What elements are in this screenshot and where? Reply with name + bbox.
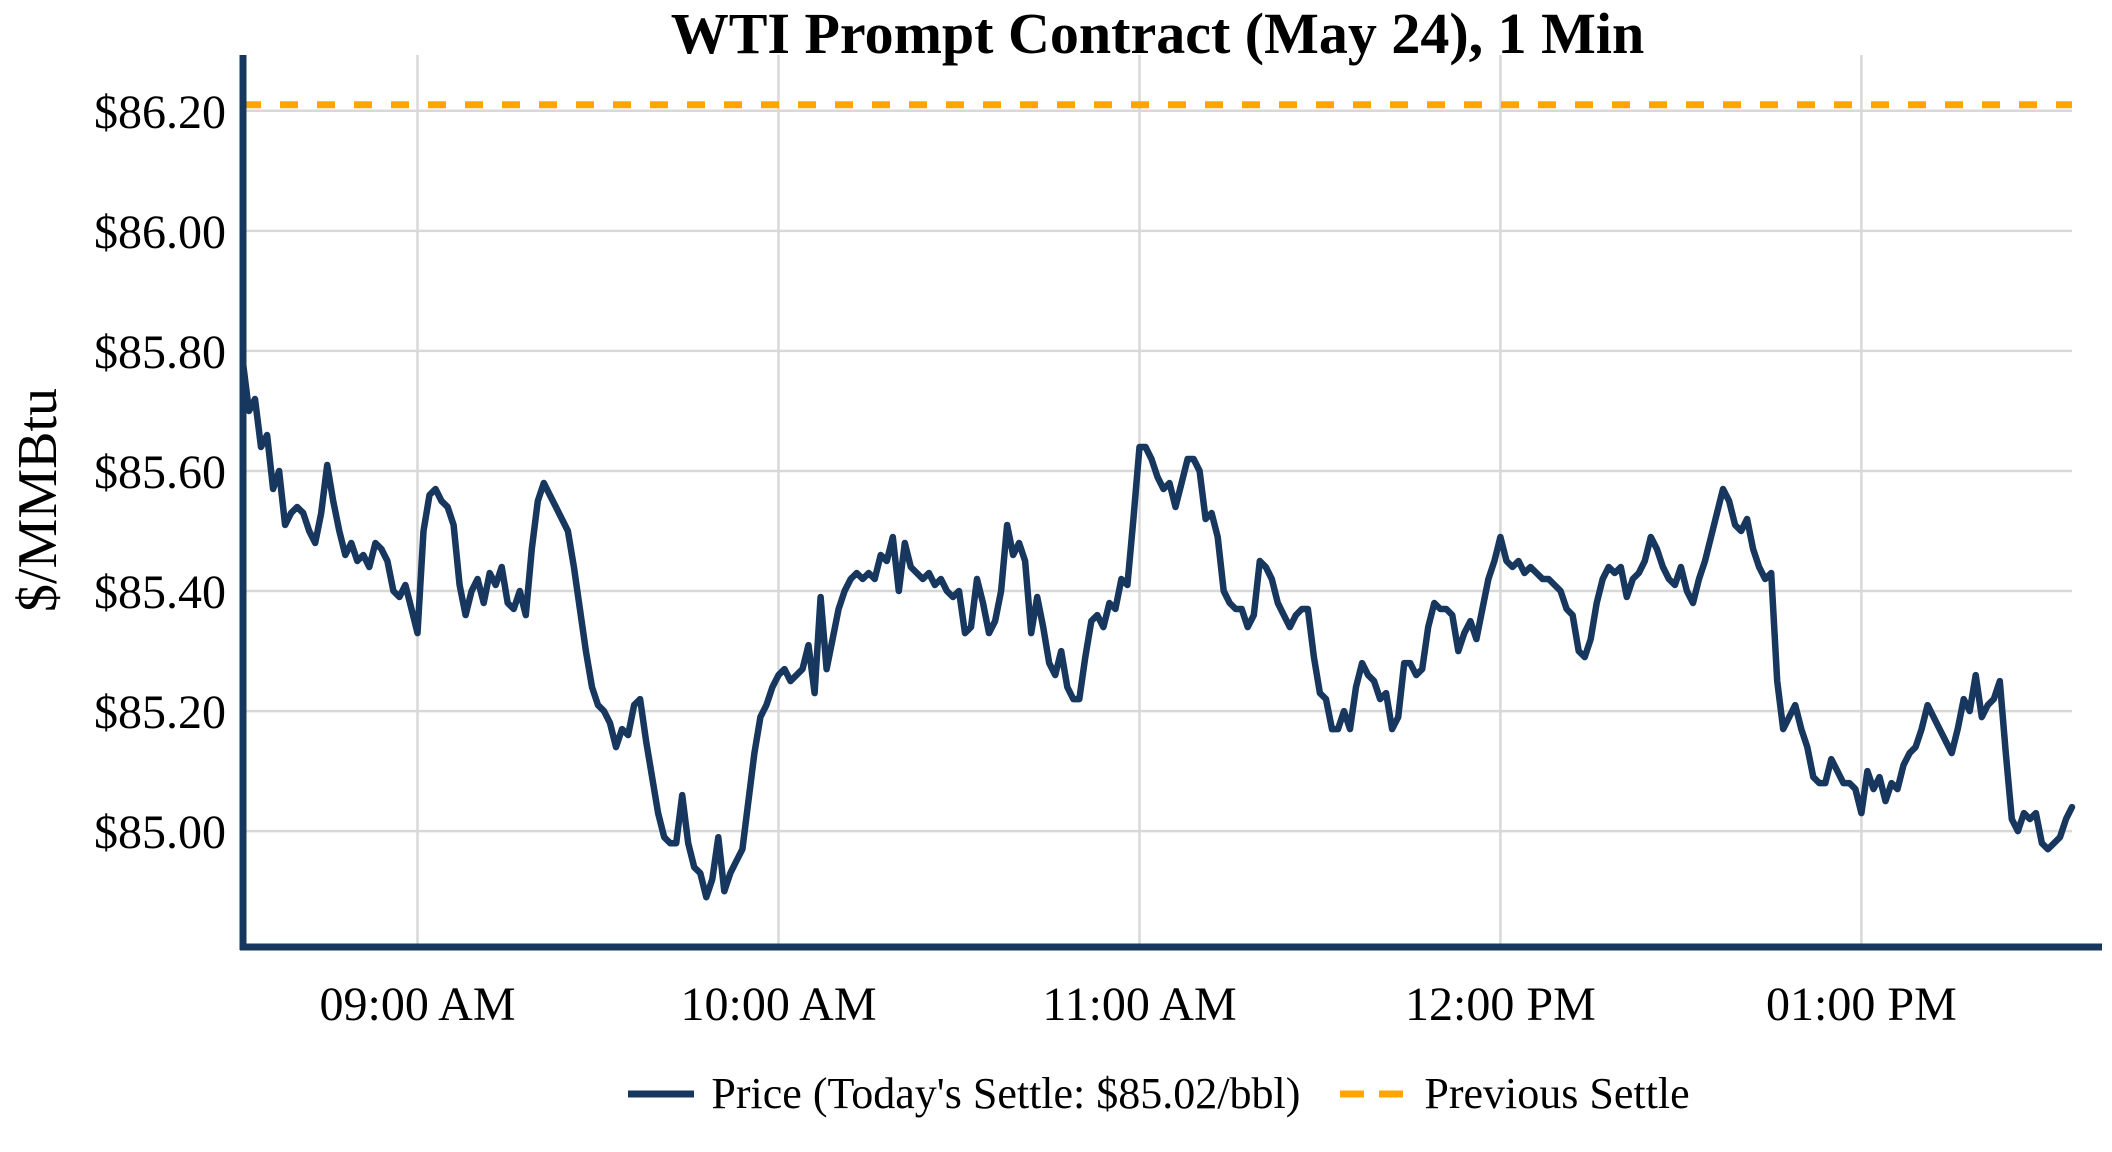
x-tick-label: 12:00 PM bbox=[1405, 978, 1596, 1031]
y-tick-label: $86.20 bbox=[94, 86, 226, 139]
x-tick-label: 10:00 AM bbox=[680, 978, 876, 1031]
y-tick-label: $85.40 bbox=[94, 566, 226, 619]
x-tick-label: 11:00 AM bbox=[1042, 978, 1236, 1031]
price-line-swatch-icon bbox=[628, 1090, 695, 1097]
price-line bbox=[239, 359, 2076, 901]
legend-item-price: Price (Today's Settle: $85.02/bbl) bbox=[625, 1068, 1300, 1119]
legend-price-label: Price (Today's Settle: $85.02/bbl) bbox=[711, 1069, 1301, 1118]
legend-previous-settle-label: Previous Settle bbox=[1424, 1069, 1690, 1118]
legend-item-previous-settle: Previous Settle bbox=[1338, 1068, 1690, 1119]
chart-title: WTI Prompt Contract (May 24), 1 Min bbox=[670, 1, 1645, 66]
chart-legend: Price (Today's Settle: $85.02/bbl) Previ… bbox=[243, 1068, 2072, 1119]
y-tick-label: $85.80 bbox=[94, 326, 226, 379]
y-tick-label: $86.00 bbox=[94, 206, 226, 259]
x-tick-label: 09:00 AM bbox=[319, 978, 515, 1031]
y-tick-label: $85.60 bbox=[94, 446, 226, 499]
previous-settle-dashed-swatch-icon bbox=[1340, 1090, 1411, 1097]
y-tick-label: $85.00 bbox=[94, 806, 226, 859]
y-tick-label: $85.20 bbox=[94, 686, 226, 739]
x-tick-label: 01:00 PM bbox=[1766, 978, 1957, 1031]
